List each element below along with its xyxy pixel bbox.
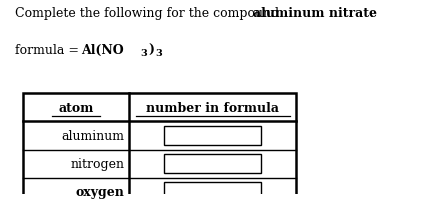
Text: number in formula: number in formula	[146, 101, 279, 114]
Text: 3: 3	[140, 49, 147, 58]
Text: formula =: formula =	[15, 44, 82, 57]
Text: aluminum: aluminum	[62, 129, 124, 142]
Text: Al(NO: Al(NO	[82, 44, 124, 57]
Text: nitrogen: nitrogen	[70, 157, 124, 170]
Bar	[164, 126, 261, 145]
Bar	[164, 182, 261, 200]
Bar	[164, 154, 261, 173]
Text: 3: 3	[155, 49, 162, 58]
Text: atom: atom	[58, 101, 94, 114]
Text: .: .	[370, 7, 374, 20]
Text: aluminum nitrate: aluminum nitrate	[253, 7, 377, 20]
Text: oxygen: oxygen	[76, 185, 124, 198]
Text: ): )	[148, 44, 155, 57]
Text: Complete the following for the compound: Complete the following for the compound	[15, 7, 283, 20]
